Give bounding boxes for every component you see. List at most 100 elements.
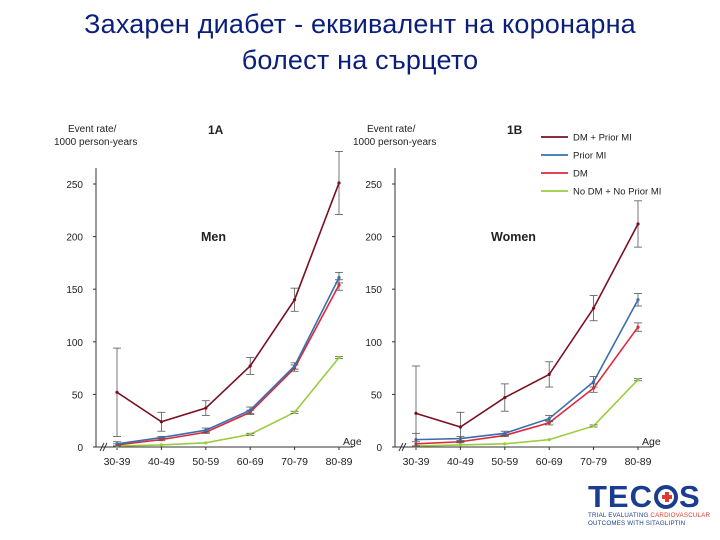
- logo-text-left: TEC: [588, 479, 653, 514]
- series-dm: [412, 322, 642, 447]
- x-tick-label: 70-79: [580, 456, 607, 468]
- x-tick-label: 30-39: [104, 456, 131, 468]
- data-point: [337, 283, 341, 287]
- data-point: [293, 410, 297, 414]
- x-tick-label: 60-69: [237, 456, 264, 468]
- logo-wordmark: TEC S: [588, 479, 710, 514]
- data-point: [159, 420, 163, 424]
- data-point: [337, 181, 341, 185]
- data-point: [115, 390, 119, 394]
- series-group-label: Men: [201, 230, 226, 244]
- x-tick-label: 80-89: [625, 456, 652, 468]
- data-point: [458, 443, 462, 447]
- data-point: [592, 424, 596, 428]
- x-tick-label: 80-89: [326, 456, 353, 468]
- legend-entry: No DM + No Prior MI: [573, 187, 661, 198]
- chart-panel-women: 0 50 100 150 200 250 30-39 40-49 50-59 60-69 70-79…: [353, 123, 661, 468]
- y-tick-label: 250: [66, 180, 83, 191]
- y-tick-label: 150: [365, 285, 382, 296]
- y-tick-label: 150: [66, 285, 83, 296]
- y-tick-label: 0: [77, 443, 83, 454]
- data-point: [592, 380, 596, 384]
- series-dm-prior-mi: [113, 150, 343, 437]
- y-axis-label-line-2: 1000 person-years: [353, 137, 436, 148]
- series-dm-prior-mi: [412, 200, 642, 448]
- data-point: [414, 411, 418, 415]
- x-axis-label: Age: [642, 436, 661, 448]
- data-point: [547, 372, 551, 377]
- series-dm: [113, 279, 343, 447]
- data-point: [204, 428, 208, 432]
- x-tick-label: 60-69: [536, 456, 563, 468]
- series-line: [116, 277, 340, 445]
- series-line: [116, 357, 340, 447]
- x-tick-label: 40-49: [447, 456, 474, 468]
- logo-tagline-1: TRIAL EVALUATING CARDIOVASCULAR: [588, 512, 710, 520]
- y-tick-label: 100: [66, 338, 83, 349]
- data-point: [204, 441, 208, 445]
- y-tick-label: 50: [72, 390, 84, 401]
- data-point: [293, 364, 297, 368]
- tecos-logo: TEC S TRIAL EVALUATING CARDIOVASCULAR OUT…: [588, 479, 710, 530]
- legend-entry: DM + Prior MI: [573, 133, 632, 144]
- series-no-dm-no-prior-mi: [414, 378, 642, 448]
- logo-tagline-1a: TRIAL EVALUATING: [588, 512, 651, 519]
- y-axis-label-line-2: 1000 person-years: [54, 137, 137, 148]
- x-axis-label: Age: [343, 436, 362, 448]
- data-point: [115, 442, 119, 446]
- x-tick-label: 30-39: [403, 456, 430, 468]
- data-point: [636, 222, 640, 226]
- chart-legend: DM + Prior MI Prior MI DM No DM + No Prior …: [536, 128, 674, 200]
- data-point: [159, 435, 163, 440]
- y-tick-label: 100: [365, 338, 382, 349]
- series-prior-mi: [113, 271, 343, 447]
- axis-break-mark: [99, 442, 105, 452]
- y-tick-label: 200: [66, 233, 83, 244]
- chart-panel-men: 0 50 100 150 200 250 30-39 40-49 50-59 60-69 70-79…: [54, 123, 362, 468]
- legend-box: [536, 128, 674, 200]
- data-point: [547, 416, 551, 421]
- data-point: [248, 432, 252, 436]
- y-axis-label-line-1: Event rate/: [367, 124, 416, 135]
- data-point: [204, 406, 208, 410]
- logo-cross-circle-icon: [654, 485, 678, 509]
- axis-break-mark: [102, 442, 108, 452]
- data-point: [547, 438, 551, 442]
- y-axis-label-line-1: Event rate/: [68, 124, 117, 135]
- series-no-dm-no-prior-mi: [115, 355, 343, 448]
- y-tick-label: 0: [376, 443, 382, 454]
- data-point: [503, 395, 507, 400]
- series-line: [415, 299, 639, 441]
- legend-entry: Prior MI: [573, 151, 606, 162]
- data-point: [337, 355, 341, 360]
- data-point: [636, 298, 640, 302]
- data-point: [248, 408, 252, 412]
- axis-break-mark: [398, 442, 404, 452]
- slide-title: Захарен диабет - еквивалент на коронарна…: [0, 6, 720, 78]
- title-line-2: болест на сърцето: [241, 45, 479, 75]
- legend-entry: DM: [573, 169, 588, 180]
- data-point: [503, 431, 507, 435]
- series-group-label: Women: [491, 230, 536, 244]
- y-tick-label: 250: [365, 180, 382, 191]
- data-point: [636, 378, 640, 382]
- data-point: [248, 364, 252, 368]
- series-line: [415, 223, 639, 428]
- series-line: [116, 182, 340, 423]
- title-line-1: Захарен диабет - еквивалент на коронарна: [84, 9, 636, 39]
- series-line: [116, 284, 340, 446]
- x-tick-label: 70-79: [281, 456, 308, 468]
- logo-tagline-2: OUTCOMES WITH SITAGLIPTIN: [588, 520, 686, 527]
- y-tick-label: 50: [371, 390, 383, 401]
- axis-break-mark: [401, 442, 407, 452]
- data-point: [458, 425, 462, 429]
- logo-tagline-1b: CARDIOVASCULAR: [650, 512, 711, 519]
- logo-text-right: S: [679, 479, 701, 514]
- x-tick-label: 50-59: [491, 456, 518, 468]
- x-tick-label: 50-59: [192, 456, 219, 468]
- y-tick-label: 200: [365, 233, 382, 244]
- x-tick-label: 40-49: [148, 456, 175, 468]
- data-point: [337, 276, 341, 280]
- series-line: [415, 379, 639, 447]
